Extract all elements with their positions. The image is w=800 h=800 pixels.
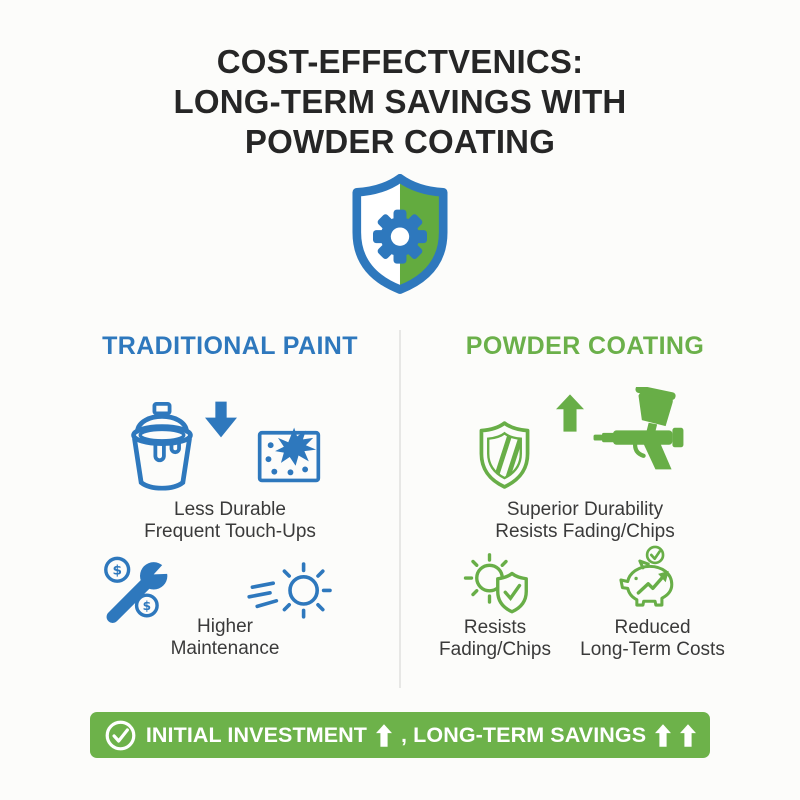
resists-fading-caption: Resists Fading/Chips xyxy=(420,617,570,660)
banner-text-segment1: INITIAL INVESTMENT xyxy=(145,722,368,747)
banner-text-segment2: , LONG-TERM SAVINGS xyxy=(401,722,647,747)
caption-line: Less Durable xyxy=(174,499,286,520)
check-circle-icon xyxy=(105,720,136,750)
down-arrow-icon xyxy=(205,401,237,438)
up-arrow-icon xyxy=(376,723,393,747)
sun-shield-check-icon xyxy=(456,551,538,617)
up-arrow-icon xyxy=(556,394,584,432)
spray-gun-icon xyxy=(591,387,697,472)
summary-banner: INITIAL INVESTMENT , LONG-TERM SAVINGS xyxy=(90,712,710,758)
svg-text:$: $ xyxy=(112,563,122,579)
wrench-cost-icon: $ $ xyxy=(102,553,178,623)
title-line-3: POWDER COATING xyxy=(244,123,556,160)
caption-line: Fading/Chips xyxy=(439,638,551,660)
piggy-bank-growth-icon xyxy=(608,545,690,615)
caption-line: Higher xyxy=(197,616,253,637)
title-line-1: COST-EFFECTVENICS: xyxy=(216,43,584,80)
up-arrow-icon xyxy=(680,723,697,747)
less-durable-caption: Less Durable Frequent Touch-Ups xyxy=(60,499,400,542)
caption-line: Reduced xyxy=(614,617,691,638)
striped-shield-icon xyxy=(476,421,533,489)
superior-durability-caption: Superior Durability Resists Fading/Chips xyxy=(420,499,750,542)
sun-fade-icon xyxy=(246,560,334,624)
paint-bucket-icon xyxy=(126,399,198,494)
caption-line: Long-Term Costs xyxy=(580,638,725,660)
caption-line: Resists xyxy=(463,617,527,638)
caption-line: Resists Fading/Chips xyxy=(495,520,675,542)
chipped-surface-icon xyxy=(256,426,322,485)
caption-line: Superior Durability xyxy=(506,499,664,520)
caption-line: Maintenance xyxy=(170,637,280,659)
title-line-2: LONG-TERM SAVINGS WITH xyxy=(173,83,627,120)
traditional-paint-header: TRADITIONAL PAINT xyxy=(102,332,358,360)
caption-line: Frequent Touch-Ups xyxy=(144,520,316,542)
svg-text:$: $ xyxy=(143,599,151,613)
reduced-costs-caption: Reduced Long-Term Costs xyxy=(565,617,740,660)
column-divider xyxy=(399,330,401,688)
higher-maintenance-caption: Higher Maintenance xyxy=(60,616,390,659)
up-arrow-icon xyxy=(655,723,672,747)
powder-coating-header: POWDER COATING xyxy=(465,332,705,360)
shield-gear-icon xyxy=(346,174,454,295)
page-title: COST-EFFECTVENICS: LONG-TERM SAVINGS WIT… xyxy=(0,42,800,162)
